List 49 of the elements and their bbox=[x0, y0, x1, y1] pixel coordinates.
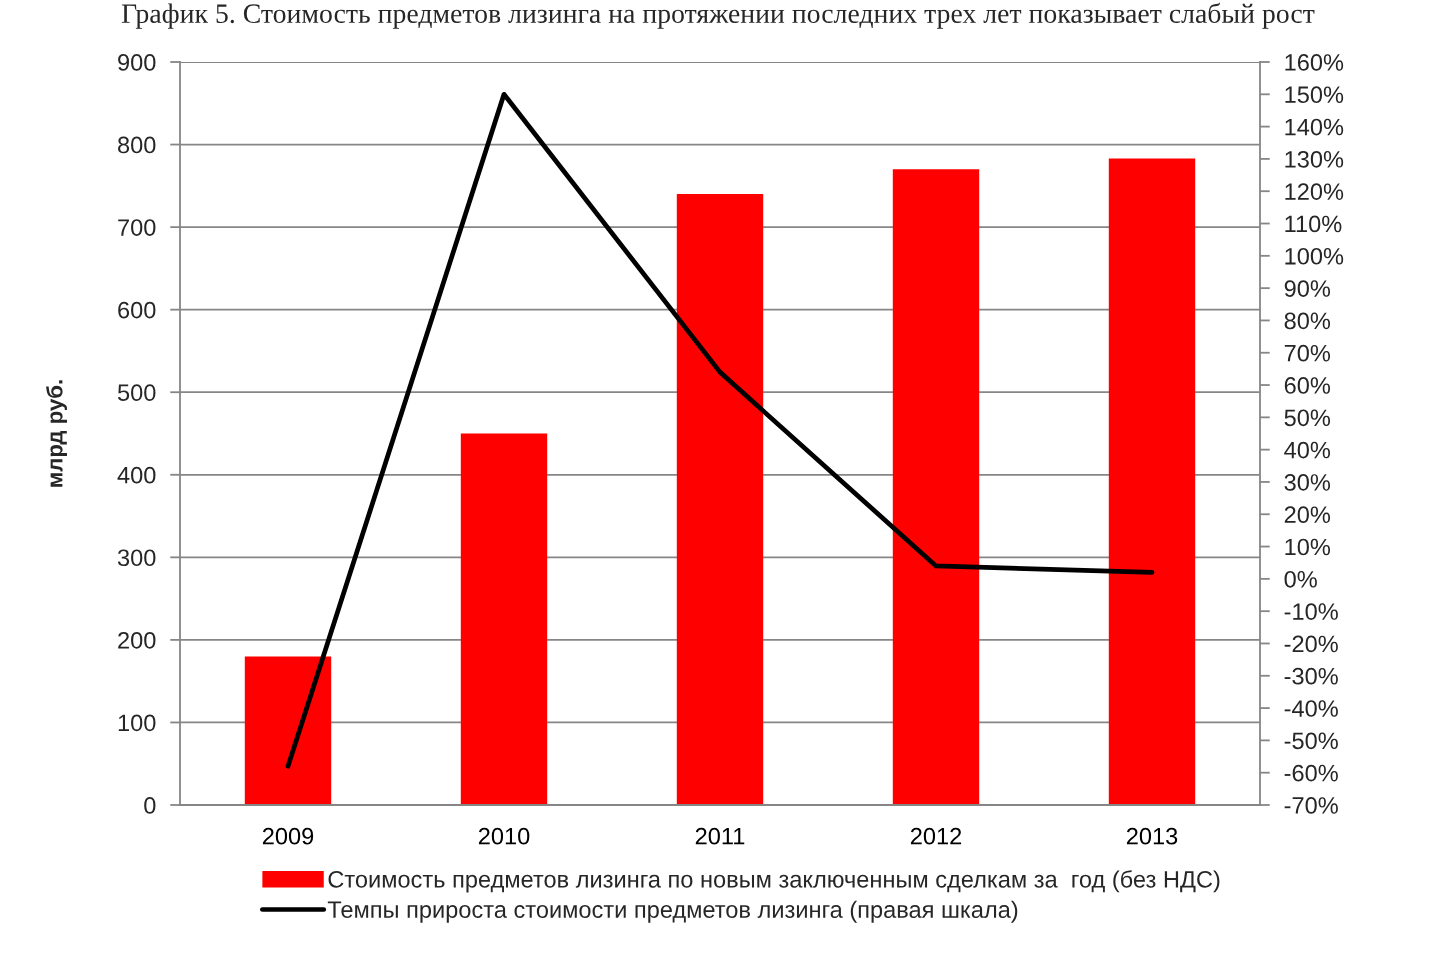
y2-tick-label: -40% bbox=[1284, 700, 1338, 717]
y-tick-label: 0 bbox=[144, 797, 156, 814]
y2-tick-label: 50% bbox=[1284, 409, 1331, 427]
y-tick-label: 900 bbox=[118, 54, 156, 71]
y2-tick-label: 120% bbox=[1285, 183, 1344, 201]
x-tick-label: 2011 bbox=[695, 827, 745, 845]
legend-label: Стоимость предметов лизинга по новым заключенным сделкам за год (без НДС) bbox=[328, 870, 1220, 893]
y-tick-label: 100 bbox=[118, 714, 156, 732]
y-tick-label: 300 bbox=[117, 549, 156, 567]
y2-tick-label: -50% bbox=[1284, 732, 1338, 750]
y2-tick-label: 40% bbox=[1284, 441, 1331, 459]
y2-tick-label: 110% bbox=[1285, 215, 1342, 233]
y-axis-title: млрд руб. bbox=[46, 380, 67, 487]
y2-tick-label: 20% bbox=[1284, 506, 1331, 524]
y2-tick-label: -10% bbox=[1284, 603, 1338, 620]
y2-tick-label: 140% bbox=[1285, 118, 1344, 136]
y2-tick-label: 100% bbox=[1285, 247, 1344, 265]
line-series bbox=[285, 91, 1155, 769]
x-tick-label: 2009 bbox=[262, 827, 314, 845]
y2-tick-label: 10% bbox=[1285, 538, 1331, 556]
x-tick-label: 2013 bbox=[1126, 827, 1178, 845]
y2-tick-label: 60% bbox=[1284, 377, 1331, 394]
y-tick-label: 200 bbox=[118, 631, 156, 649]
y2-tick-label: 160% bbox=[1285, 54, 1344, 71]
y2-tick-label: 0% bbox=[1284, 570, 1317, 588]
y2-tick-label: -60% bbox=[1284, 764, 1338, 782]
y-tick-label: 400 bbox=[117, 466, 156, 484]
bar bbox=[676, 194, 764, 805]
y2-tick-label: -20% bbox=[1284, 635, 1338, 653]
y2-tick-label: 90% bbox=[1284, 280, 1331, 297]
y2-tick-label: 80% bbox=[1284, 312, 1331, 330]
y2-tick-label: 150% bbox=[1285, 86, 1344, 104]
y-tick-label: 500 bbox=[117, 384, 156, 402]
y2-tick-label: -70% bbox=[1284, 797, 1338, 814]
bar bbox=[460, 433, 548, 805]
y-tick-label: 800 bbox=[118, 136, 156, 154]
y2-tick-label: 130% bbox=[1285, 150, 1344, 168]
bar bbox=[244, 656, 332, 805]
y2-tick-label: 30% bbox=[1284, 474, 1331, 491]
chart-title: График 5. Стоимость предметов лизинга на протяжении последних трех лет показывает слабый рост bbox=[121, 2, 1315, 29]
y-tick-label: 700 bbox=[118, 219, 156, 236]
x-tick-label: 2010 bbox=[478, 827, 530, 845]
x-tick-label: 2012 bbox=[910, 827, 962, 845]
bar bbox=[892, 169, 980, 805]
y2-tick-label: -30% bbox=[1284, 667, 1338, 685]
legend-label: Темпы прироста стоимости предметов лизинга (правая шкала) bbox=[327, 900, 1018, 923]
bar bbox=[1108, 158, 1196, 805]
y2-tick-label: 70% bbox=[1284, 344, 1331, 362]
y-tick-label: 600 bbox=[118, 301, 156, 319]
